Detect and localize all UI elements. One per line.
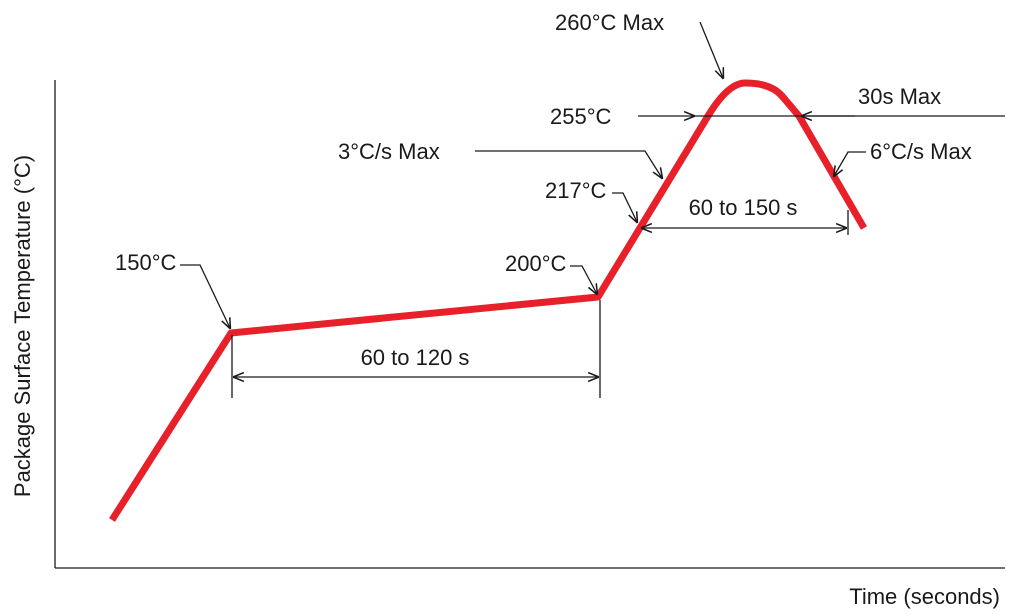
- y-axis-label: Package Surface Temperature (°C): [10, 155, 35, 497]
- label-217c: 217°C: [545, 178, 607, 203]
- arrow-150c: [180, 264, 230, 328]
- arrow-217c: [612, 192, 637, 222]
- label-peak-time: 30s Max: [858, 84, 941, 109]
- label-200c: 200°C: [505, 251, 567, 276]
- label-rate-up: 3°C/s Max: [338, 139, 440, 164]
- reflow-curve: [109, 79, 868, 522]
- arrow-rate-down: [834, 151, 866, 176]
- label-rate-down: 6°C/s Max: [870, 139, 972, 164]
- arrow-rate-up: [475, 150, 662, 178]
- arrow-260c: [699, 21, 723, 78]
- label-255c: 255°C: [550, 104, 612, 129]
- label-soak-time: 60 to 120 s: [361, 345, 470, 370]
- arrow-200c: [570, 265, 597, 294]
- label-time-above-217: 60 to 150 s: [689, 195, 798, 220]
- label-260c: 260°C Max: [555, 10, 664, 35]
- label-150c: 150°C: [115, 250, 177, 275]
- x-axis-label: Time (seconds): [849, 584, 1000, 609]
